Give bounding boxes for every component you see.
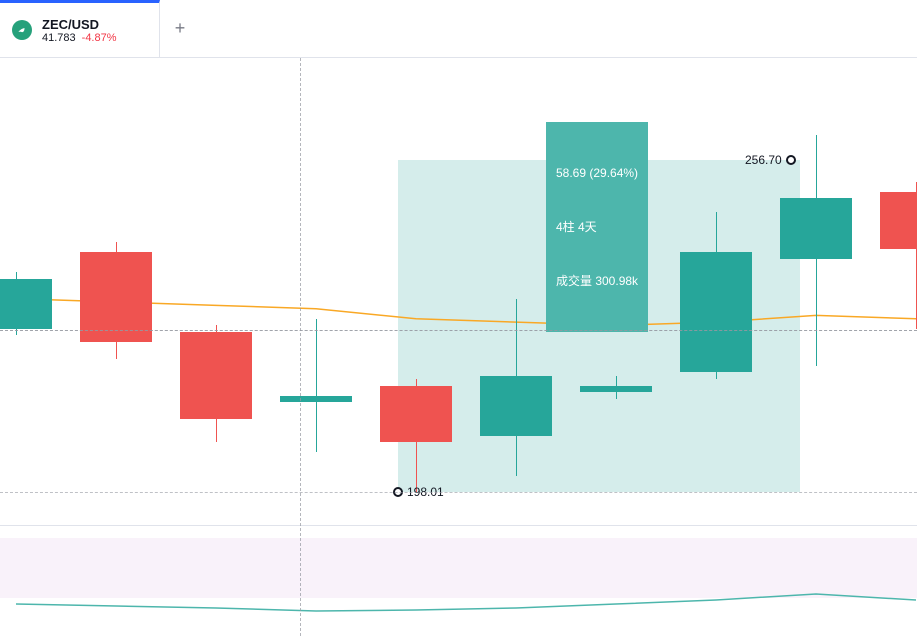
- tab-text: ZEC/USD 41.783 -4.87%: [42, 17, 117, 44]
- tooltip-line-2: 4柱 4天: [556, 218, 638, 236]
- tab-price: 41.783: [42, 32, 76, 44]
- add-tab-button[interactable]: +: [160, 0, 200, 57]
- candle: [180, 58, 252, 526]
- candle: [480, 58, 552, 526]
- measure-tooltip: 58.69 (29.64%) 4柱 4天 成交量 300.98k: [546, 122, 648, 332]
- candle: [280, 58, 352, 526]
- anchor-top[interactable]: 256.70: [745, 153, 796, 167]
- candle: [80, 58, 152, 526]
- leaf-icon: [12, 20, 32, 40]
- chart-area[interactable]: 58.69 (29.64%) 4柱 4天 成交量 300.98k 198.01 …: [0, 58, 917, 636]
- indicator-band: [0, 538, 917, 598]
- main-chart-panel[interactable]: 58.69 (29.64%) 4柱 4天 成交量 300.98k 198.01 …: [0, 58, 917, 526]
- symbol-tab[interactable]: ZEC/USD 41.783 -4.87%: [0, 0, 160, 57]
- candle: [780, 58, 852, 526]
- anchor-top-label: 256.70: [745, 153, 782, 167]
- indicator-panel[interactable]: [0, 526, 917, 636]
- candle: [880, 58, 917, 526]
- candle: [0, 58, 52, 526]
- tab-bar: ZEC/USD 41.783 -4.87% +: [0, 0, 917, 58]
- candle: [680, 58, 752, 526]
- grid-hline: [0, 492, 917, 493]
- tab-change: -4.87%: [82, 32, 117, 44]
- tooltip-line-3: 成交量 300.98k: [556, 272, 638, 290]
- tooltip-line-1: 58.69 (29.64%): [556, 164, 638, 182]
- crosshair-vertical: [300, 58, 301, 636]
- tab-symbol: ZEC/USD: [42, 17, 117, 32]
- candle: [380, 58, 452, 526]
- anchor-circle-icon: [786, 155, 796, 165]
- crosshair-horizontal: [0, 330, 917, 331]
